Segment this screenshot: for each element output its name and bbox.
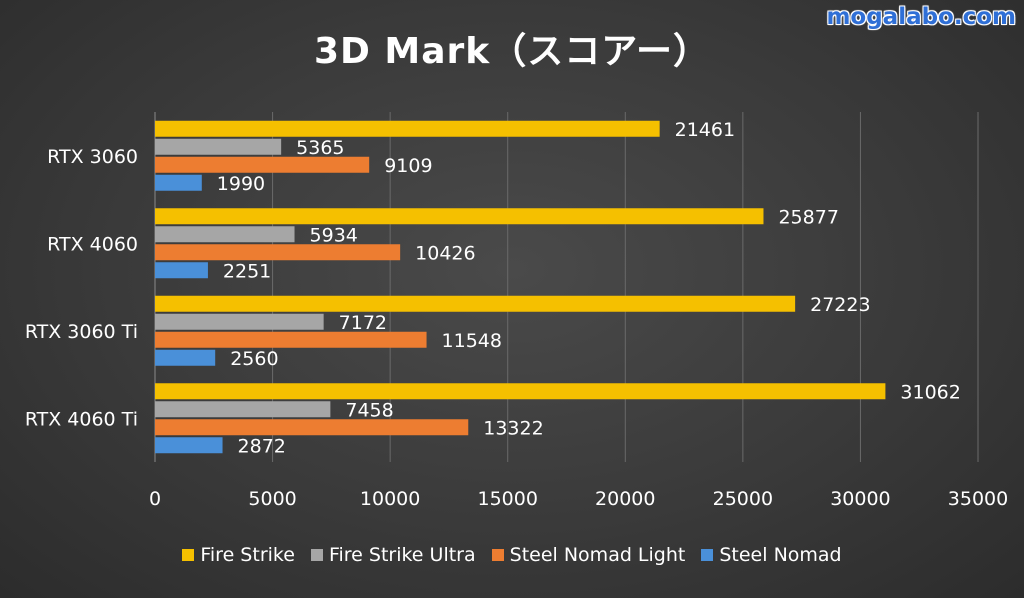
bar (155, 437, 223, 454)
bar (155, 156, 370, 173)
legend: Fire Strike Fire Strike Ultra Steel Nomad … (0, 544, 1024, 566)
bar (155, 262, 208, 279)
legend-item: Steel Nomad Light (491, 544, 686, 566)
data-label: 2872 (238, 435, 286, 457)
data-label: 10426 (415, 242, 475, 264)
bar (155, 313, 324, 330)
data-label: 11548 (442, 330, 502, 352)
data-label: 25877 (778, 206, 838, 228)
bar (155, 419, 469, 436)
bar (155, 401, 331, 418)
legend-label: Fire Strike (200, 544, 295, 566)
data-label: 27223 (810, 294, 870, 316)
bar (155, 174, 202, 191)
bar (155, 295, 796, 312)
category-label: RTX 3060 (47, 146, 138, 168)
data-label: 7458 (345, 399, 393, 421)
axis-labels: 0 5000 10000 15000 20000 25000 30000 35000 RTX 3… (25, 146, 1008, 510)
x-tick-label: 5000 (248, 488, 296, 510)
legend-label: Steel Nomad Light (509, 544, 686, 566)
x-tick-label: 35000 (948, 488, 1008, 510)
legend-swatch (491, 549, 504, 561)
legend-swatch (182, 549, 195, 561)
data-label: 21461 (675, 119, 735, 141)
x-tick-label: 15000 (477, 488, 537, 510)
data-label: 2560 (230, 348, 278, 370)
bar (155, 383, 886, 400)
data-label: 13322 (483, 417, 543, 439)
category-label: RTX 4060 Ti (25, 408, 138, 430)
bar (155, 208, 764, 225)
legend-swatch (310, 549, 323, 561)
legend-item: Steel Nomad (701, 544, 842, 566)
x-tick-label: 25000 (713, 488, 773, 510)
data-label: 31062 (900, 381, 960, 403)
legend-item: Fire Strike Ultra (310, 544, 476, 566)
data-label: 5934 (310, 224, 358, 246)
x-tick-label: 0 (149, 488, 161, 510)
data-labels: 21461 5365 9109 1990 25877 5934 10426 2251 27223… (217, 119, 961, 458)
data-label: 7172 (339, 312, 387, 334)
bar (155, 244, 401, 261)
legend-label: Steel Nomad (719, 544, 842, 566)
bar (155, 226, 295, 243)
category-label: RTX 4060 (47, 233, 138, 255)
legend-item: Fire Strike (182, 544, 295, 566)
bars (155, 120, 886, 454)
bar (155, 331, 427, 348)
x-tick-label: 20000 (595, 488, 655, 510)
chart-title: 3D Mark（スコアー） (313, 31, 711, 72)
bar (155, 349, 216, 366)
bar (155, 120, 660, 137)
category-label: RTX 3060 Ti (25, 321, 138, 343)
legend-swatch (701, 549, 714, 561)
bar (155, 138, 282, 155)
legend-label: Fire Strike Ultra (328, 544, 476, 566)
data-label: 5365 (296, 137, 344, 159)
data-label: 9109 (384, 155, 432, 177)
x-tick-label: 30000 (830, 488, 890, 510)
x-tick-label: 10000 (360, 488, 420, 510)
watermark: mogalabo.com (826, 4, 1016, 30)
data-label: 1990 (217, 173, 265, 195)
data-label: 2251 (223, 260, 271, 282)
